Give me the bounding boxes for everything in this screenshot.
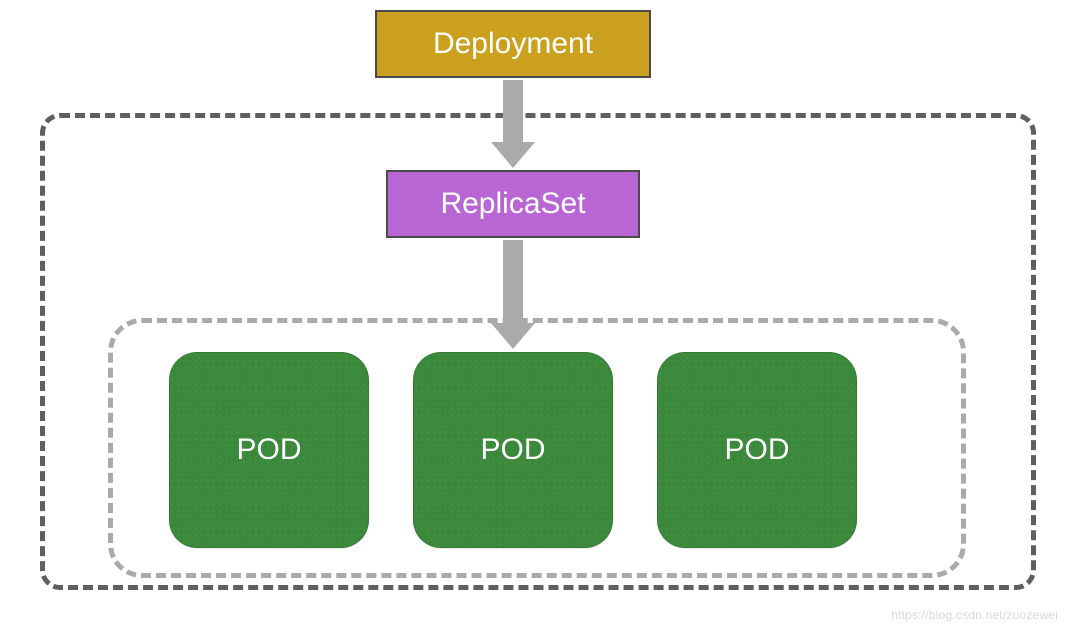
pod-box-3: POD: [657, 352, 857, 548]
watermark-text: https://blog.csdn.net/zuozewei: [891, 608, 1058, 622]
pod-label: POD: [480, 433, 545, 467]
pod-box-1: POD: [169, 352, 369, 548]
replicaset-label: ReplicaSet: [440, 187, 585, 221]
replicaset-box: ReplicaSet: [386, 170, 640, 238]
pod-label: POD: [724, 433, 789, 467]
deployment-box: Deployment: [375, 10, 651, 78]
deployment-label: Deployment: [433, 27, 593, 61]
pod-label: POD: [236, 433, 301, 467]
pod-box-2: POD: [413, 352, 613, 548]
